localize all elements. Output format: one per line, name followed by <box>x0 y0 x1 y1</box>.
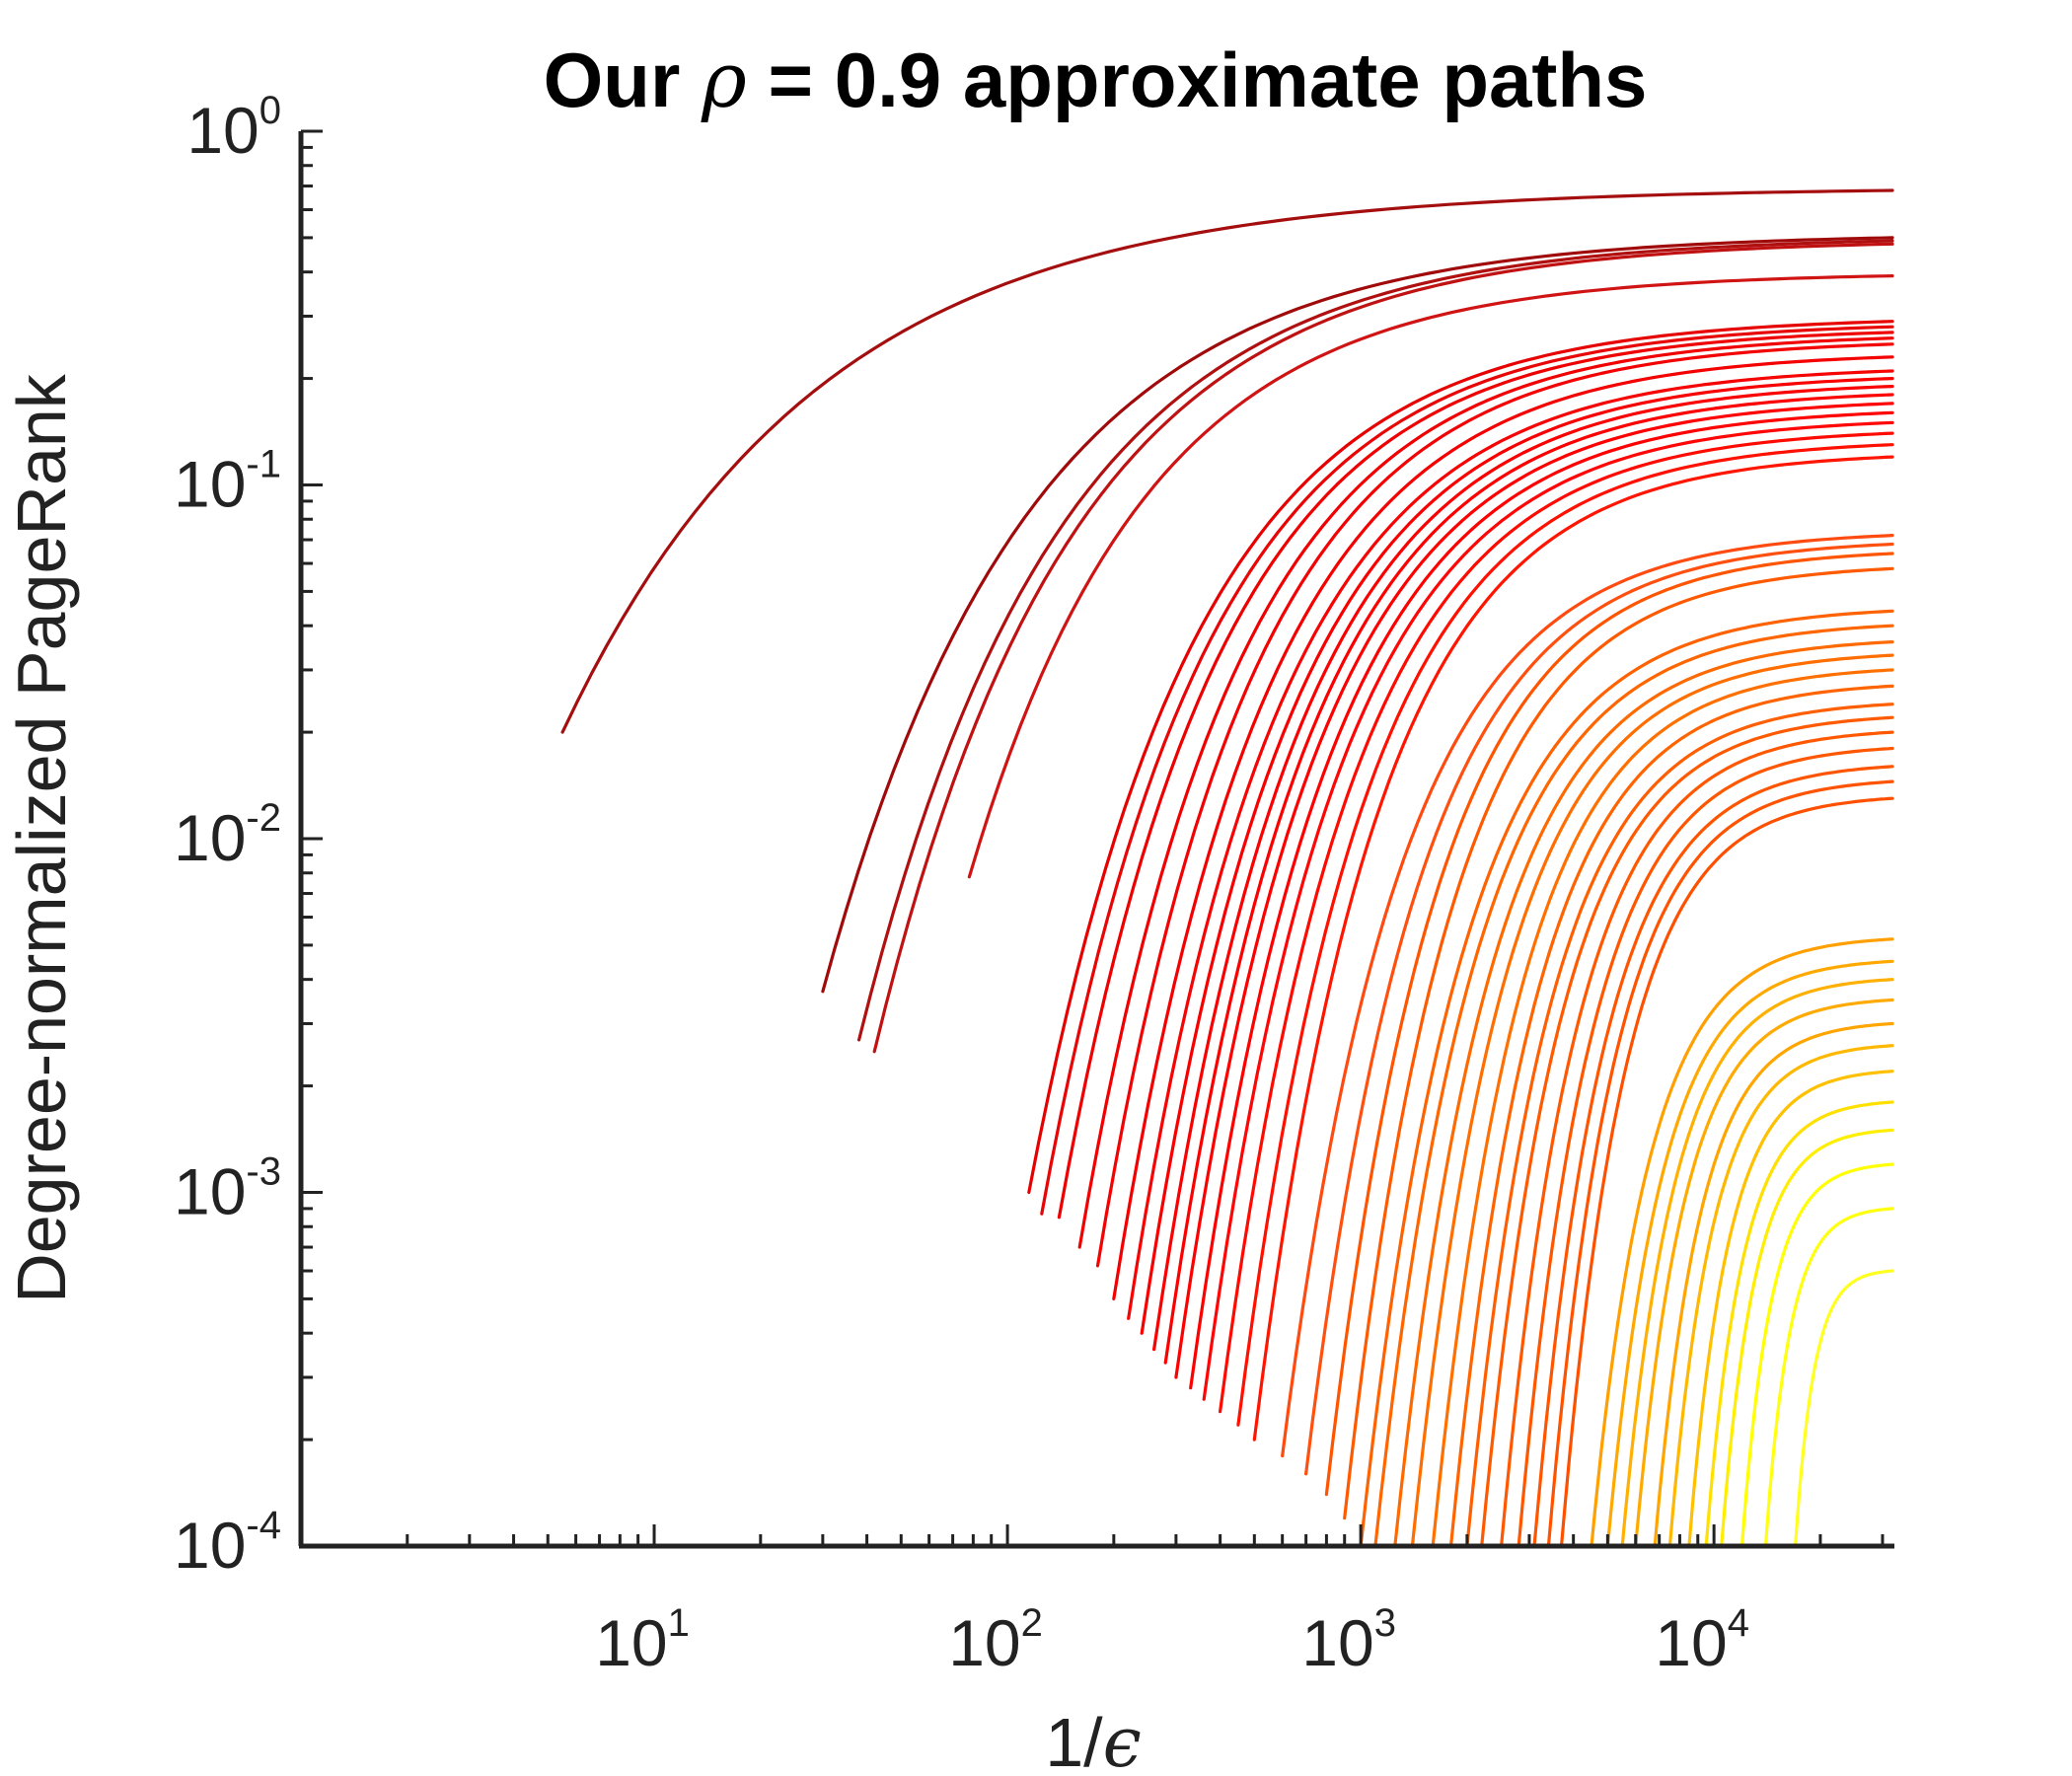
series-line-40 <box>1605 959 1894 1548</box>
series-line-3 <box>857 239 1894 1042</box>
series-line-23 <box>1304 542 1894 1476</box>
x-tick-label-exponent: 2 <box>1021 1601 1043 1645</box>
series-line-26 <box>1359 609 1894 1548</box>
series-line-14 <box>1152 385 1894 1352</box>
x-axis-label: 1/ϵ <box>1045 1702 1142 1776</box>
x-tick-label-base: 10 <box>1301 1606 1373 1679</box>
series-line-41 <box>1620 978 1894 1548</box>
x-tick-labels: 101 102 103 104 <box>595 1601 1749 1679</box>
x-tick-label-exponent: 3 <box>1374 1601 1396 1645</box>
chart-title: Our ρ = 0.9 approximate paths <box>544 37 1648 125</box>
x-tick-label: 102 <box>948 1601 1043 1679</box>
series-line-22 <box>1281 534 1894 1458</box>
x-axis-label-epsilon: ϵ <box>1103 1702 1142 1776</box>
x-axis-label-text: 1/ <box>1045 1704 1103 1776</box>
y-tick-label: 100 <box>186 89 281 167</box>
y-tick-label-base: 10 <box>174 1509 246 1582</box>
series-line-49 <box>1763 1207 1894 1548</box>
series-line-19 <box>1219 431 1894 1414</box>
x-tick-label-base: 10 <box>595 1606 667 1679</box>
series-line-36 <box>1532 765 1894 1548</box>
series-line-37 <box>1546 779 1894 1548</box>
series-line-7 <box>1040 325 1894 1216</box>
chart-title-suffix: = 0.9 approximate paths <box>747 37 1648 123</box>
y-tick-label-base: 10 <box>174 1155 246 1228</box>
y-tick-label-exponent: -3 <box>246 1150 281 1194</box>
x-tick-label-base: 10 <box>948 1606 1020 1679</box>
x-tick-label-exponent: 1 <box>668 1601 690 1645</box>
x-tick-label-base: 10 <box>1655 1606 1727 1679</box>
y-tick-label: 10-1 <box>174 443 281 521</box>
series-line-10 <box>1095 342 1894 1268</box>
x-tick-label: 104 <box>1655 1601 1749 1679</box>
series-line-25 <box>1343 566 1894 1520</box>
y-axis-label: Degree-normalized PageRank <box>3 373 80 1303</box>
series-line-47 <box>1720 1128 1894 1548</box>
y-tick-label: 10-3 <box>174 1150 281 1228</box>
series-line-1 <box>560 188 1894 734</box>
series-line-2 <box>821 236 1894 994</box>
chart-title-rho: ρ <box>701 37 747 125</box>
series-line-34 <box>1500 730 1894 1548</box>
x-tick-label: 103 <box>1301 1601 1396 1679</box>
series-line-48 <box>1739 1162 1894 1548</box>
y-tick-label: 10-2 <box>174 796 281 874</box>
series-line-5 <box>967 274 1894 879</box>
x-tick-label-exponent: 4 <box>1728 1601 1749 1645</box>
series-lines <box>560 188 1894 1548</box>
series-line-44 <box>1667 1044 1894 1548</box>
series-line-24 <box>1324 552 1894 1497</box>
series-line-9 <box>1077 336 1894 1249</box>
series-line-35 <box>1517 746 1894 1548</box>
y-tick-label-base: 10 <box>174 448 246 521</box>
series-line-30 <box>1431 668 1894 1548</box>
series-line-38 <box>1559 796 1894 1548</box>
x-tick-label: 101 <box>595 1601 690 1679</box>
series-line-45 <box>1687 1070 1894 1548</box>
tick-marks <box>299 129 1885 1548</box>
series-line-46 <box>1704 1100 1894 1548</box>
series-line-29 <box>1410 653 1894 1548</box>
chart-title-prefix: Our <box>544 37 702 123</box>
y-tick-label-exponent: -1 <box>246 443 281 486</box>
series-line-15 <box>1163 393 1894 1365</box>
series-line-27 <box>1373 624 1894 1548</box>
series-line-18 <box>1202 420 1894 1401</box>
y-tick-label-exponent: 0 <box>259 89 281 132</box>
series-line-50 <box>1794 1269 1894 1548</box>
y-tick-label-exponent: -4 <box>246 1504 281 1547</box>
series-line-16 <box>1174 402 1894 1379</box>
series-line-39 <box>1590 937 1894 1548</box>
series-line-21 <box>1252 455 1894 1442</box>
series-line-13 <box>1140 377 1894 1335</box>
series-line-32 <box>1465 703 1894 1548</box>
series-line-12 <box>1127 369 1894 1320</box>
series-line-43 <box>1653 1021 1894 1548</box>
series-line-33 <box>1480 715 1894 1548</box>
series-line-20 <box>1236 443 1894 1427</box>
series-line-8 <box>1057 331 1894 1220</box>
series-line-28 <box>1393 640 1894 1548</box>
y-tick-label-base: 10 <box>174 801 246 874</box>
series-line-4 <box>872 242 1894 1054</box>
series-line-17 <box>1189 410 1894 1390</box>
series-line-11 <box>1112 355 1894 1300</box>
y-tick-label-base: 10 <box>186 94 259 167</box>
series-line-6 <box>1027 320 1894 1195</box>
series-line-42 <box>1634 998 1894 1548</box>
y-tick-label: 10-4 <box>174 1504 281 1582</box>
series-line-31 <box>1448 684 1894 1548</box>
y-tick-label-exponent: -2 <box>246 796 281 840</box>
